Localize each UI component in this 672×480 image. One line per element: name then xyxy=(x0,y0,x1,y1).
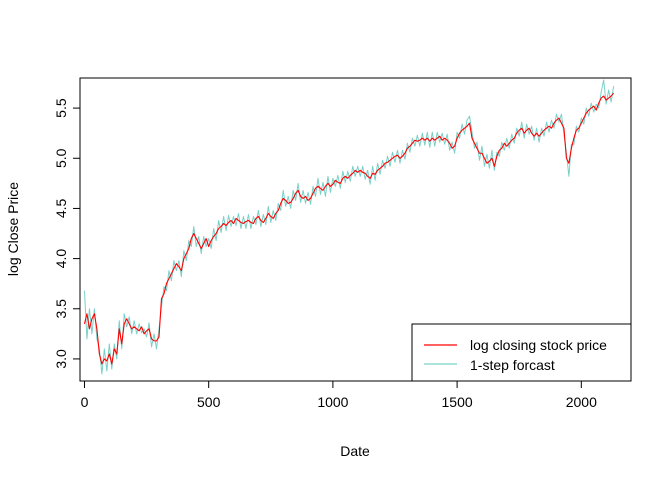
legend-label-log-closing-price: log closing stock price xyxy=(470,337,607,353)
y-tick-label: 3.0 xyxy=(53,349,69,369)
legend-box xyxy=(411,323,632,382)
y-tick-label: 5.5 xyxy=(53,98,69,118)
y-axis: 3.0 3.5 4.0 4.5 5.0 5.5 xyxy=(53,98,81,369)
x-axis-title: Date xyxy=(340,443,370,459)
y-tick-label: 4.0 xyxy=(53,249,69,269)
x-tick-label: 500 xyxy=(197,394,221,410)
series-line-log-closing-price xyxy=(83,92,615,365)
x-axis: 0 500 1000 1500 2000 xyxy=(81,380,597,410)
legend-label-forecast: 1-step forcast xyxy=(470,357,555,373)
series-layer xyxy=(83,79,615,375)
y-tick-label: 3.5 xyxy=(53,299,69,319)
legend: log closing stock price 1-step forcast xyxy=(411,323,632,382)
x-tick-label: 1500 xyxy=(442,394,473,410)
x-tick-label: 2000 xyxy=(566,394,597,410)
y-axis-title: log Close Price xyxy=(5,182,21,276)
y-tick-label: 4.5 xyxy=(53,198,69,218)
x-tick-label: 1000 xyxy=(317,394,348,410)
x-tick-label: 0 xyxy=(81,394,89,410)
y-tick-label: 5.0 xyxy=(53,148,69,168)
